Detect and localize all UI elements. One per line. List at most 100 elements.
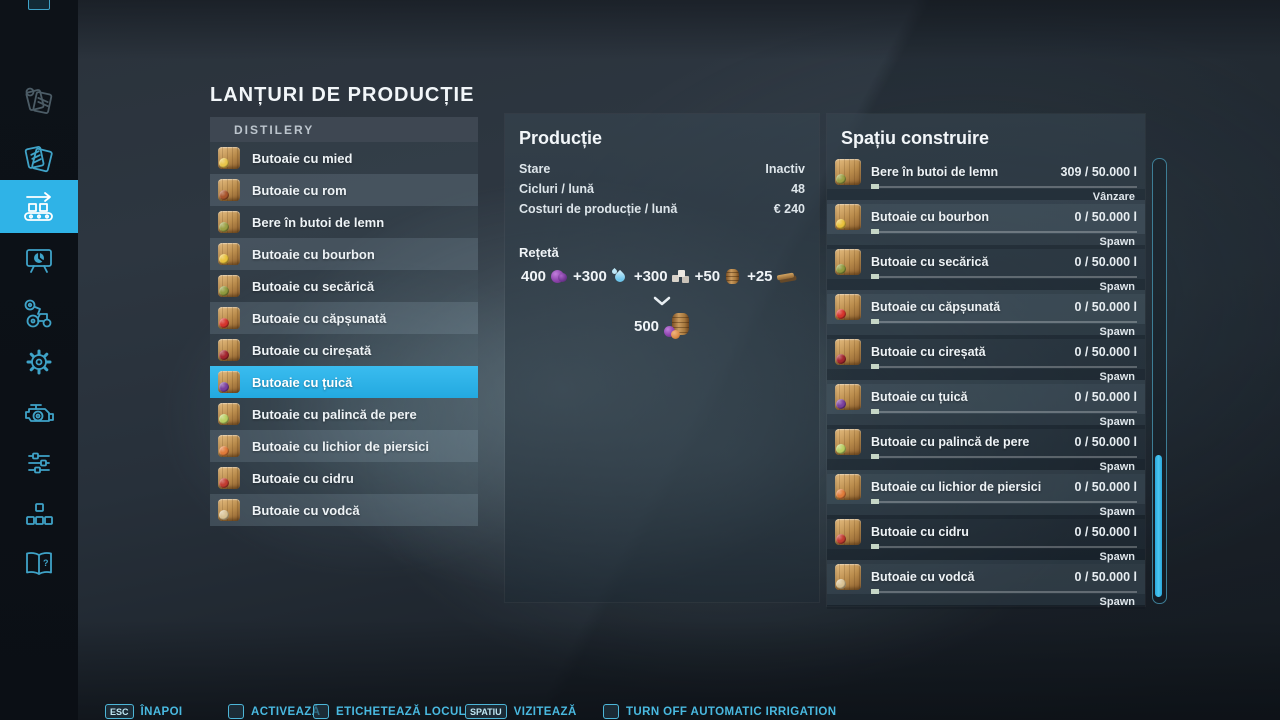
storage-item-label: Butoaie cu vodcă <box>871 569 975 584</box>
fruit-dot <box>836 398 846 409</box>
scrollbar-track[interactable] <box>1152 158 1167 604</box>
production-item-label: Bere în butoi de lemn <box>252 214 385 230</box>
sidebar-item-statistics[interactable] <box>0 240 78 280</box>
storage-item[interactable]: Butoaie cu cireșată 0 / 50.000 l Spawn <box>827 335 1145 384</box>
sidebar-item-vehicles[interactable] <box>0 290 78 335</box>
sidebar-item-contracts[interactable] <box>0 82 78 120</box>
storage-item-mode[interactable]: Spawn <box>827 549 1145 564</box>
storage-fill-bar <box>871 499 1137 504</box>
production-list-item[interactable]: Butoaie cu vodcă <box>210 494 478 526</box>
key-badge <box>228 704 244 719</box>
chevron-down-icon <box>653 296 671 306</box>
recipe-input-amount: 400 <box>521 268 547 285</box>
key-badge <box>603 704 619 719</box>
page-title: LANȚURI DE PRODUCȚIE <box>210 84 475 106</box>
fruit-dot <box>836 218 846 229</box>
hint-button[interactable]: ESC ÎNAPOI <box>105 704 183 719</box>
storage-fill-bar <box>871 409 1137 414</box>
production-list-item[interactable]: Butoaie cu secărică <box>210 270 478 302</box>
production-list-item[interactable]: Butoaie cu palincă de pere <box>210 398 478 430</box>
vehicles-icon <box>24 299 52 327</box>
storage-item[interactable]: Butoaie cu bourbon 0 / 50.000 l Spawn <box>827 200 1145 249</box>
storage-item[interactable]: Butoaie cu căpșunată 0 / 50.000 l Spawn <box>827 290 1145 339</box>
partial-top-icon[interactable] <box>28 0 50 10</box>
storage-item[interactable]: Butoaie cu cidru 0 / 50.000 l Spawn <box>827 515 1145 564</box>
scrollbar-thumb[interactable] <box>1155 455 1162 597</box>
storage-fill-indicator <box>871 409 879 414</box>
production-list-item[interactable]: Butoaie cu rom <box>210 174 478 206</box>
production-list-item[interactable]: Bere în butoi de lemn <box>210 206 478 238</box>
stat-row: Costuri de producție / lună € 240 <box>505 199 819 219</box>
fruit-dot <box>219 286 229 296</box>
production-list-item[interactable]: Butoaie cu cireșată <box>210 334 478 366</box>
storage-fill-bar <box>871 364 1137 369</box>
sidebar-item-settings[interactable] <box>0 342 78 382</box>
storage-item-mode[interactable]: Spawn <box>827 324 1145 339</box>
fruit-dot <box>836 443 846 454</box>
production-list-item[interactable]: Butoaie cu mied <box>210 142 478 174</box>
stat-value: 48 <box>791 182 805 196</box>
barrel-product-icon <box>835 248 861 275</box>
sidebar-item-help[interactable]: ? <box>0 542 78 586</box>
fruit-dot <box>836 533 846 544</box>
bottom-bar: ESC ÎNAPOI ACTIVEAZĂ ETICHETEAZĂ LOCUL S… <box>0 704 1280 720</box>
storage-fill-indicator <box>871 229 879 234</box>
storage-item-fill: 0 / 50.000 l <box>1074 344 1137 359</box>
storage-item[interactable]: Butoaie cu vodcă 0 / 50.000 l Spawn <box>827 560 1145 609</box>
storage-fill-bar <box>871 544 1137 549</box>
production-list-item[interactable]: Butoaie cu bourbon <box>210 238 478 270</box>
hint-button[interactable]: ACTIVEAZĂ <box>228 704 320 719</box>
multiplayer-icon <box>26 503 53 525</box>
storage-item-label: Butoaie cu lichior de piersici <box>871 479 1042 494</box>
stat-label: Costuri de producție / lună <box>519 202 678 216</box>
production-item-label: Butoaie cu mied <box>252 150 353 166</box>
storage-item-mode[interactable]: Spawn <box>827 279 1145 294</box>
storage-fill-indicator <box>871 364 879 369</box>
fruit-dot <box>836 578 846 589</box>
storage-item-fill: 309 / 50.000 l <box>1060 164 1137 179</box>
storage-item-mode[interactable]: Spawn <box>827 369 1145 384</box>
hint-button[interactable]: TURN OFF AUTOMATIC IRRIGATION <box>603 704 837 719</box>
production-list-item[interactable]: Butoaie cu cidru <box>210 462 478 494</box>
barrel-product-icon <box>218 467 240 489</box>
storage-item[interactable]: Butoaie cu palincă de pere 0 / 50.000 l … <box>827 425 1145 474</box>
fruit-dot <box>219 222 229 232</box>
storage-item[interactable]: Bere în butoi de lemn 309 / 50.000 l Vân… <box>827 155 1145 204</box>
storage-item-label: Butoaie cu căpșunată <box>871 299 1001 314</box>
production-item-label: Butoaie cu secărică <box>252 278 375 294</box>
storage-item-mode[interactable]: Spawn <box>827 504 1145 519</box>
storage-item[interactable]: Butoaie cu secărică 0 / 50.000 l Spawn <box>827 245 1145 294</box>
storage-item-mode[interactable]: Spawn <box>827 414 1145 429</box>
production-list-item[interactable]: Butoaie cu căpșunată <box>210 302 478 334</box>
recipe-input-amount: +50 <box>694 268 721 285</box>
hint-label: TURN OFF AUTOMATIC IRRIGATION <box>626 705 837 718</box>
barrel-icon <box>724 268 741 285</box>
barrel-product-icon <box>218 403 240 425</box>
storage-item-main: Butoaie cu vodcă 0 / 50.000 l <box>827 560 1145 591</box>
production-list-item[interactable]: Butoaie cu lichior de piersici <box>210 430 478 462</box>
barrel-product-icon <box>835 383 861 410</box>
storage-item-mode[interactable]: Vânzare <box>827 189 1145 204</box>
hint-button[interactable]: ETICHETEAZĂ LOCUL <box>313 704 466 719</box>
sidebar-item-multiplayer[interactable] <box>0 493 78 535</box>
hint-label: ACTIVEAZĂ <box>251 705 321 718</box>
barrel-product-icon <box>218 147 240 169</box>
storage-item-fill: 0 / 50.000 l <box>1074 434 1137 449</box>
fruit-dot <box>836 488 846 499</box>
production-list-item[interactable]: Butoaie cu țuică <box>210 366 478 398</box>
background-vignette-top <box>0 0 1280 60</box>
storage-item-mode[interactable]: Spawn <box>827 234 1145 249</box>
sidebar-item-finances[interactable] <box>0 140 78 178</box>
storage-item[interactable]: Butoaie cu țuică 0 / 50.000 l Spawn <box>827 380 1145 429</box>
hint-button[interactable]: SPATIU VIZITEAZĂ <box>465 704 577 719</box>
stat-value: Inactiv <box>765 162 805 176</box>
storage-item-mode[interactable]: Spawn <box>827 459 1145 474</box>
key-badge: ESC <box>105 704 134 719</box>
production-panel-title: Producție <box>519 128 603 148</box>
sidebar-item-production-chains[interactable] <box>0 180 78 233</box>
storage-item[interactable]: Butoaie cu lichior de piersici 0 / 50.00… <box>827 470 1145 519</box>
storage-item-mode[interactable]: Spawn <box>827 594 1145 609</box>
storage-item-fill: 0 / 50.000 l <box>1074 569 1137 584</box>
sidebar-item-engine[interactable] <box>0 392 78 434</box>
sidebar-item-controls[interactable] <box>0 443 78 483</box>
